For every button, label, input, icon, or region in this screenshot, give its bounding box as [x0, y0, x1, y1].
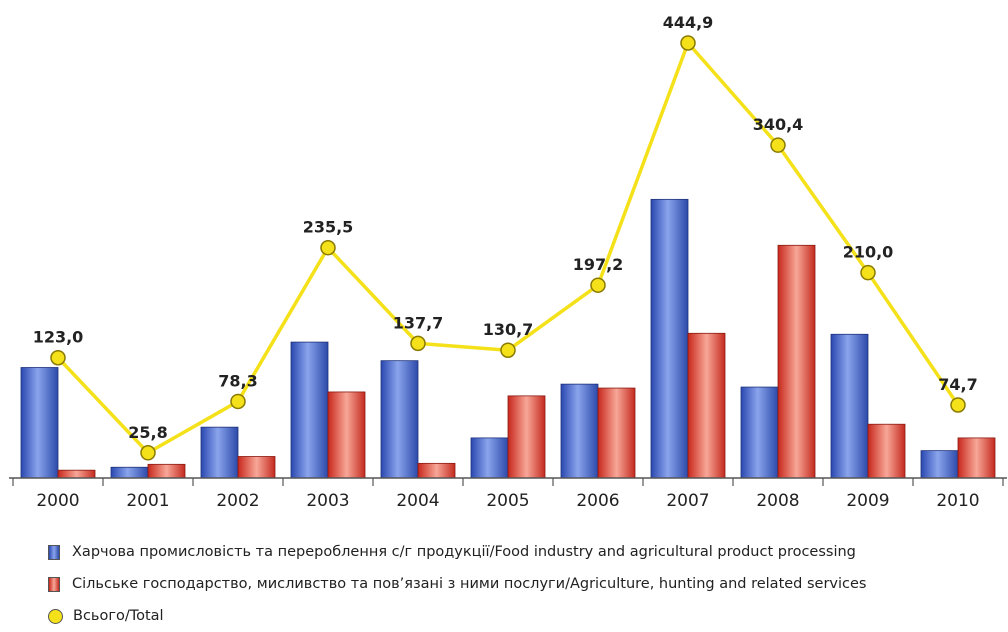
total-point-2001	[140, 445, 156, 461]
bar-food-2010	[920, 450, 959, 479]
total-point-2002	[230, 393, 246, 410]
bar-food-2008	[740, 386, 779, 479]
x-tick-label-2010: 2010	[936, 491, 979, 511]
total-point-2004	[410, 335, 426, 352]
x-tick-label-2005: 2005	[486, 491, 529, 511]
total-point-2009	[860, 264, 876, 281]
bar-agriculture-2009	[867, 423, 906, 479]
bar-agriculture-2007	[687, 332, 726, 479]
bar-agriculture-2002	[237, 456, 276, 479]
total-data-label-2000: 123,0	[33, 328, 84, 347]
bar-food-2005	[470, 437, 509, 479]
x-tick-label-2008: 2008	[756, 491, 799, 511]
x-tick-label-2003: 2003	[306, 491, 349, 511]
total-point-2006	[590, 277, 606, 293]
bar-agriculture-2003	[327, 391, 366, 479]
total-data-label-2004: 137,7	[393, 313, 444, 332]
x-tick-label-2004: 2004	[396, 491, 439, 511]
total-point-2003	[320, 239, 336, 256]
legend-item-agriculture: Сільське господарство, мисливство та пов…	[48, 568, 866, 600]
legend: Харчова промисловість та перероблення с/…	[48, 536, 866, 632]
total-data-label-2006: 197,2	[573, 255, 624, 274]
total-data-label-2008: 340,4	[753, 115, 804, 134]
bar-agriculture-2000	[57, 469, 96, 479]
legend-label-total: Всього/Total	[73, 608, 164, 624]
total-point-2008	[770, 137, 786, 153]
legend-label-agriculture: Сільське господарство, мисливство та пов…	[72, 576, 867, 592]
x-tick-label-2007: 2007	[666, 491, 709, 511]
bar-food-2006	[560, 383, 599, 479]
bar-food-2003	[290, 341, 329, 479]
chart: 2000 2001 2002 2003 2004 2005 2006 2007 2008 2009…	[9, 13, 1007, 511]
total-data-label-2003: 235,5	[303, 218, 354, 237]
bar-agriculture-2008	[777, 244, 816, 479]
total-data-label-2007: 444,9	[663, 13, 714, 32]
total-data-label-2002: 78,3	[218, 371, 257, 390]
legend-marker-total	[48, 608, 63, 624]
legend-item-food: Харчова промисловість та перероблення с/…	[48, 536, 866, 568]
bar-food-2007	[650, 198, 689, 479]
bar-food-2000	[20, 367, 59, 479]
bar-food-2001	[110, 466, 149, 479]
bar-food-2009	[830, 333, 869, 479]
total-data-label-2001: 25,8	[128, 423, 167, 442]
bar-food-2002	[200, 426, 239, 479]
legend-swatch-red	[48, 576, 60, 592]
bar-agriculture-2001	[147, 463, 186, 479]
x-tick-label-2006: 2006	[576, 491, 619, 511]
total-data-label-2005: 130,7	[483, 320, 534, 339]
total-line	[56, 41, 960, 455]
x-tick-label-2000: 2000	[36, 491, 79, 511]
legend-swatch-blue	[48, 544, 60, 560]
legend-label-food: Харчова промисловість та перероблення с/…	[72, 544, 856, 560]
total-point-2007	[680, 35, 696, 51]
total-point-2010	[950, 397, 966, 413]
bar-agriculture-2006	[597, 387, 636, 479]
x-tick-label-2001: 2001	[126, 491, 169, 511]
bar-agriculture-2004	[417, 462, 456, 479]
x-tick-label-2009: 2009	[846, 491, 889, 511]
total-point-2005	[500, 342, 516, 358]
total-point-2000	[50, 349, 66, 366]
bar-agriculture-2005	[507, 395, 546, 479]
bar-agriculture-2010	[957, 437, 996, 479]
x-tick-label-2002: 2002	[216, 491, 259, 511]
legend-item-total: Всього/Total	[48, 600, 866, 632]
total-data-label-2010: 74,7	[938, 375, 977, 394]
total-data-label-2009: 210,0	[843, 243, 894, 262]
bar-food-2004	[380, 360, 419, 479]
